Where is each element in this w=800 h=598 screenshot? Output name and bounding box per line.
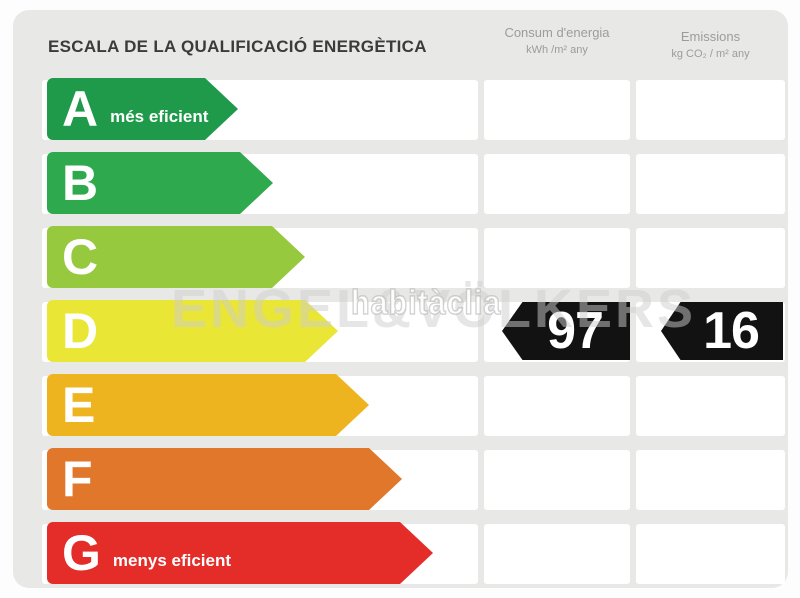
consumption-cell	[484, 450, 630, 510]
emissions-cell	[636, 228, 785, 288]
consumption-cell	[484, 524, 630, 584]
emissions-rating-arrow: 16	[661, 302, 783, 360]
grade-letter-c: C	[62, 229, 99, 285]
emissions-column-header: Emissions kg CO₂ / m² any	[636, 29, 785, 60]
consumption-cell	[484, 154, 630, 214]
page-title: ESCALA DE LA QUALIFICACIÓ ENERGÈTICA	[48, 37, 427, 56]
scale-row-b: B	[13, 152, 800, 214]
scale-row-a: A més eficient	[13, 78, 800, 140]
scale-row-c: C	[13, 226, 800, 288]
emissions-rating-value: 16	[703, 302, 760, 360]
grade-bar-c: C	[47, 226, 305, 288]
energy-scale-card: ESCALA DE LA QUALIFICACIÓ ENERGÈTICA Con…	[13, 10, 788, 588]
grade-note-g: menys eficient	[112, 551, 232, 570]
consumption-column-unit: kWh /m² any	[526, 44, 588, 56]
consumption-column-header: Consum d'energia kWh /m² any	[484, 25, 630, 56]
consumption-cell	[484, 376, 630, 436]
consumption-cell	[484, 80, 630, 140]
scale-row-e: E	[13, 374, 800, 436]
grade-bar-d: D	[47, 300, 338, 362]
consumption-cell	[484, 228, 630, 288]
grade-bar-a: A més eficient	[47, 78, 238, 140]
scale-row-g: G menys eficient	[13, 522, 800, 584]
emissions-cell	[636, 450, 785, 510]
grade-bar-f: F	[47, 448, 402, 510]
emissions-cell	[636, 80, 785, 140]
grade-letter-d: D	[62, 303, 99, 359]
consumption-rating-arrow: 97	[502, 302, 630, 360]
grade-letter-f: F	[62, 451, 93, 507]
consumption-rating-value: 97	[547, 302, 604, 360]
grade-bar-b: B	[47, 152, 273, 214]
scale-row-f: F	[13, 448, 800, 510]
emissions-cell	[636, 376, 785, 436]
emissions-column-label: Emissions	[680, 29, 741, 44]
emissions-cell	[636, 154, 785, 214]
grade-letter-a: A	[62, 81, 99, 137]
grade-note-a: més eficient	[110, 107, 209, 126]
grade-letter-e: E	[62, 377, 96, 433]
consumption-column-label: Consum d'energia	[504, 25, 610, 40]
grade-bar-g: G menys eficient	[47, 522, 433, 584]
emissions-column-unit: kg CO₂ / m² any	[671, 48, 750, 60]
grade-letter-b: B	[62, 155, 99, 211]
emissions-cell	[636, 524, 785, 584]
grade-letter-g: G	[62, 525, 101, 581]
grade-bar-e: E	[47, 374, 369, 436]
